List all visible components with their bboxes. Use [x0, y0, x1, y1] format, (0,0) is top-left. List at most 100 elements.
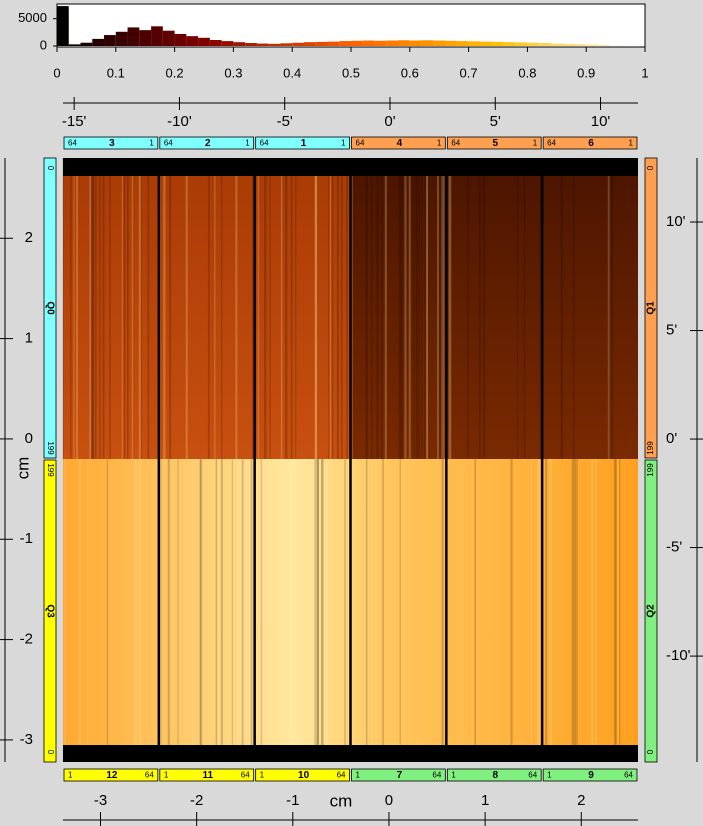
chip-start: 1	[260, 771, 265, 780]
bar	[351, 40, 363, 46]
x-tick-label: 1	[481, 792, 489, 809]
quadrant-label: Q2	[646, 604, 657, 618]
chip-box	[446, 136, 542, 150]
quadrant-box	[43, 157, 57, 459]
x-tick-label: 0.1	[107, 65, 125, 80]
chip-end: 1	[437, 139, 442, 148]
x-tick-label: 0.6	[401, 65, 419, 80]
chip-label: 2	[205, 138, 211, 149]
y-tick-label: 1	[25, 330, 33, 347]
bar	[256, 43, 269, 46]
bar	[280, 43, 293, 46]
bar	[339, 41, 351, 46]
bar	[362, 40, 375, 46]
x-tick-label: 0	[385, 792, 393, 809]
y-tick-label: 2	[25, 229, 33, 246]
chip-end: 1	[341, 139, 346, 148]
bar	[445, 40, 457, 46]
quadrant-top: 0	[646, 165, 655, 170]
y-tick-label: 0	[40, 37, 47, 52]
quadrant-label: Q3	[44, 604, 55, 618]
quadrant-top: 0	[46, 166, 55, 171]
quadrant-top: 199	[646, 463, 655, 477]
chip-end: 64	[337, 771, 346, 780]
bar	[574, 44, 587, 46]
chip-box	[351, 136, 446, 150]
x-tick-label: 0.8	[518, 65, 536, 80]
x-tick-label: 0.4	[283, 65, 301, 80]
chip-label: 3	[109, 138, 115, 149]
bar	[609, 45, 622, 46]
x-tick-label: 0.3	[224, 65, 242, 80]
chip-label: 1	[301, 138, 307, 149]
x-tick-label: -2	[190, 792, 203, 809]
x-tick-label: 0	[53, 65, 60, 80]
x-tick-label: -1	[286, 792, 299, 809]
chip-label: 8	[492, 770, 498, 781]
y-tick-label: 5000	[18, 10, 47, 25]
quadrant-bottom: 199	[646, 441, 655, 455]
bar	[327, 41, 340, 46]
bar	[597, 44, 610, 46]
quadrant-label: Q0	[44, 301, 55, 315]
x-tick-label: 0.9	[577, 65, 595, 80]
x2-tick-label: -15'	[62, 113, 87, 130]
chip-label: 6	[588, 138, 594, 149]
chip-label: 10	[298, 770, 310, 781]
bar	[374, 40, 387, 46]
chip-box	[63, 768, 159, 782]
chip-box	[446, 768, 542, 782]
chip-start: 1	[164, 771, 169, 780]
chip-end: 64	[145, 771, 154, 780]
chip-start: 64	[547, 139, 556, 148]
chip-box	[63, 136, 159, 150]
chip-box	[159, 768, 255, 782]
bar	[315, 41, 328, 46]
chip-start: 64	[356, 139, 365, 148]
chip-end: 1	[629, 139, 634, 148]
chip-box	[255, 768, 350, 782]
quadrant-bottom: 0	[646, 749, 655, 754]
bar	[409, 40, 422, 46]
y-tick-label: -1	[20, 530, 33, 547]
quadrant-box	[43, 459, 57, 763]
chip-end: 1	[245, 139, 250, 148]
bar	[57, 6, 69, 46]
x-tick-label: -3	[94, 792, 107, 809]
bar	[68, 44, 81, 46]
bar	[456, 41, 469, 46]
y2-tick-label: 0'	[666, 430, 677, 447]
bar	[209, 39, 222, 46]
chip-end: 64	[624, 771, 633, 780]
y-tick-label: -2	[20, 631, 33, 648]
bar	[303, 42, 316, 46]
x-tick-label: 1	[641, 65, 648, 80]
quadrant-bottom: 199	[46, 441, 55, 455]
bar	[186, 36, 199, 46]
chip-label: 11	[202, 770, 213, 781]
quadrant-box	[644, 157, 658, 459]
chip-end: 64	[241, 771, 250, 780]
chip-box	[542, 136, 638, 150]
bar	[92, 38, 105, 46]
image-panel: 64 3 1 64 2 1 64 1 1 64 4 1 64 5 1 64 6 11 12 64 1 11 64 1 10 64 1…	[0, 97, 703, 826]
bar	[292, 42, 304, 46]
bar	[245, 42, 257, 46]
x2-tick-label: -5'	[277, 113, 293, 130]
chip-start: 1	[547, 771, 552, 780]
x-tick-label: 0.2	[166, 65, 184, 80]
y2-tick-label: 10'	[666, 213, 686, 230]
bar	[386, 40, 399, 46]
chip-start: 1	[68, 771, 73, 780]
bar	[162, 30, 175, 46]
y-axis-title: cm	[13, 457, 32, 480]
bar	[421, 40, 434, 46]
bar	[174, 33, 187, 46]
bar	[80, 42, 93, 46]
chip-start: 1	[356, 771, 361, 780]
quadrant-box	[644, 459, 658, 763]
chip-box	[255, 136, 350, 150]
image-top-left	[63, 158, 351, 459]
x2-tick-label: -10'	[167, 113, 192, 130]
